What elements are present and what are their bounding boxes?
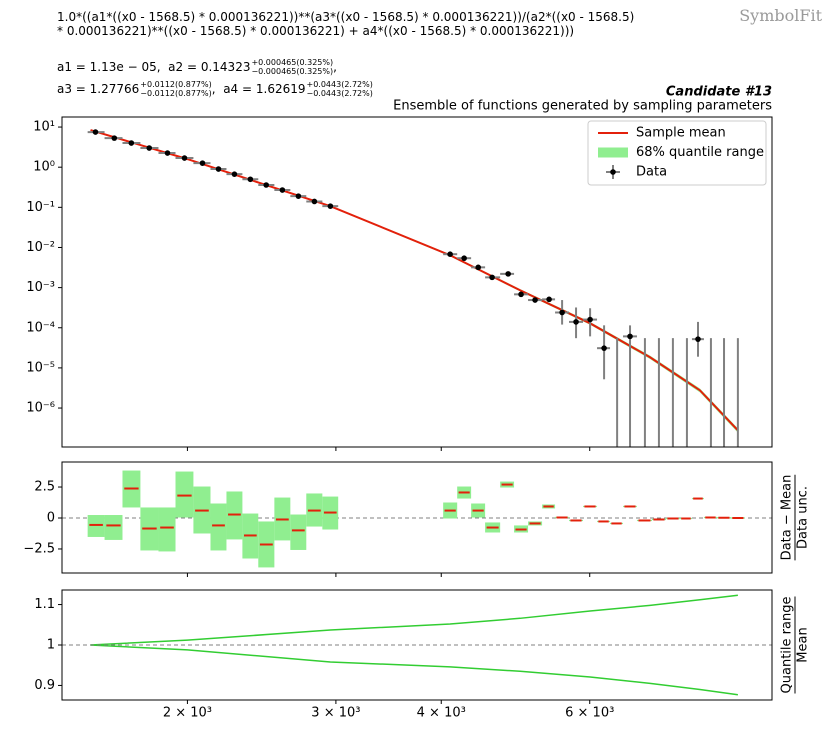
uncertainty: +0.0112(0.877%) −0.0112(0.877%) [140, 80, 211, 98]
y-tick-label: 10⁻⁵ [26, 360, 55, 375]
data-point [532, 297, 538, 303]
uncertainty-box [158, 507, 176, 552]
data-point [695, 336, 701, 342]
y-tick-label: 10⁻¹ [26, 200, 55, 215]
data-point [518, 291, 524, 298]
y-tick-label: −2.5 [23, 541, 55, 556]
y-label-denominator: Mean [796, 627, 811, 662]
uncertainty-down: −0.0443(2.72%) [306, 89, 373, 98]
data-point [128, 140, 135, 146]
y-tick-label: 10⁻⁴ [26, 320, 55, 335]
data-point [146, 145, 153, 151]
uncertainty-box [290, 514, 307, 550]
y-axis-label: Data − Mean Data unc. [780, 474, 811, 561]
legend-swatch [598, 147, 628, 158]
uncertainty-down: −0.0112(0.877%) [140, 89, 212, 98]
uncertainty-up: +0.0443(2.72%) [306, 80, 373, 89]
uncertainty-box [175, 471, 194, 518]
legend-label: Sample mean [636, 126, 726, 141]
plot-area [62, 594, 772, 696]
uncertainty-up: +0.0112(0.877%) [140, 80, 212, 89]
data-point [327, 203, 334, 209]
y-tick-label: 0.9 [34, 678, 55, 693]
parameter-text: , a4 = 1.62619 [211, 82, 306, 96]
y-tick-label: 10⁰ [33, 160, 55, 175]
data-point [295, 193, 302, 199]
data-point [311, 198, 318, 205]
data-point [247, 176, 254, 183]
watermark: SymbolFit [739, 6, 822, 25]
formula: 1.0*((a1*((x0 - 1568.5) * 0.000136221))*… [57, 10, 634, 38]
quantile-ratio-line [90, 644, 738, 696]
parameter-text: , [333, 60, 337, 74]
data-point [263, 182, 269, 188]
uncertainty-up: +0.000465(0.325%) [251, 58, 334, 67]
data-point [505, 271, 511, 277]
uncertainty-box [87, 515, 105, 537]
data-point [559, 309, 565, 316]
x-tick-label: 6 × 10³ [565, 706, 614, 721]
uncertainty-down: −0.000465(0.325%) [251, 67, 334, 76]
y-label-numerator: Quantile range [780, 597, 795, 694]
data-point [627, 333, 633, 340]
data-point [164, 150, 171, 156]
frame [61, 589, 773, 701]
y-tick-label: 1.1 [34, 597, 55, 612]
frame [61, 116, 773, 448]
data-point [546, 296, 552, 303]
x-tick-label: 4 × 10³ [417, 706, 466, 721]
quantile-ratio-line [90, 594, 738, 646]
data-point [475, 264, 482, 271]
parameter-text: a1 = 1.13e − 05, a2 = 0.14323 [57, 60, 251, 74]
parameter-line: a3 = 1.27766 +0.0112(0.877%) −0.0112(0.877… [57, 80, 373, 98]
y-tick-label: 1 [47, 638, 55, 653]
uncertainty: +0.0443(2.72%) −0.0443(2.72%) [307, 80, 373, 98]
plot-area [62, 470, 772, 568]
data-point [461, 255, 467, 262]
y-tick-label: 10⁻² [26, 240, 55, 255]
data-point [447, 251, 453, 257]
y-label-numerator: Data − Mean [780, 475, 795, 561]
data-point [587, 316, 593, 323]
plot-area [87, 129, 739, 447]
y-tick-label: 2.5 [34, 480, 55, 495]
data-point [215, 166, 222, 172]
chart-subtitle: Ensemble of functions generated by sampl… [393, 99, 772, 114]
data-point [573, 319, 579, 325]
uncertainty: +0.000465(0.325%) −0.000465(0.325%) [251, 58, 333, 76]
legend-label: Data [636, 165, 667, 180]
data-point [92, 129, 99, 135]
formula-line: * 0.000136221)**((x0 - 1568.5) * 0.00013… [57, 24, 575, 38]
y-tick-label: 10⁻³ [26, 280, 55, 295]
data-point [601, 345, 607, 351]
uncertainty-box [104, 515, 123, 540]
data-point [181, 155, 188, 161]
legend-label: 68% quantile range [636, 145, 764, 160]
parameter-line: a1 = 1.13e − 05, a2 = 0.14323 +0.000465(0… [57, 58, 337, 76]
y-label-denominator: Data unc. [796, 486, 811, 549]
frame [61, 461, 773, 574]
x-tick-label: 2 × 10³ [163, 706, 212, 721]
x-tick-label: 3 × 10³ [311, 706, 360, 721]
data-point [199, 160, 206, 166]
uncertainty-box [210, 503, 227, 551]
y-tick-label: 10¹ [33, 120, 55, 135]
formula-line: 1.0*((a1*((x0 - 1568.5) * 0.000136221))*… [57, 10, 635, 24]
data-point [279, 187, 286, 193]
data-point [489, 274, 495, 281]
parameter-text: a3 = 1.27766 [57, 82, 140, 96]
legend-swatch [610, 169, 616, 175]
y-tick-label: 0 [47, 510, 55, 525]
y-axis-label: Quantile range Mean [780, 596, 811, 694]
legend-box [587, 120, 767, 186]
data-point [111, 135, 118, 141]
y-tick-label: 10⁻⁶ [26, 401, 55, 416]
data-point [231, 171, 238, 177]
chart-title: Candidate #13 [666, 85, 772, 100]
